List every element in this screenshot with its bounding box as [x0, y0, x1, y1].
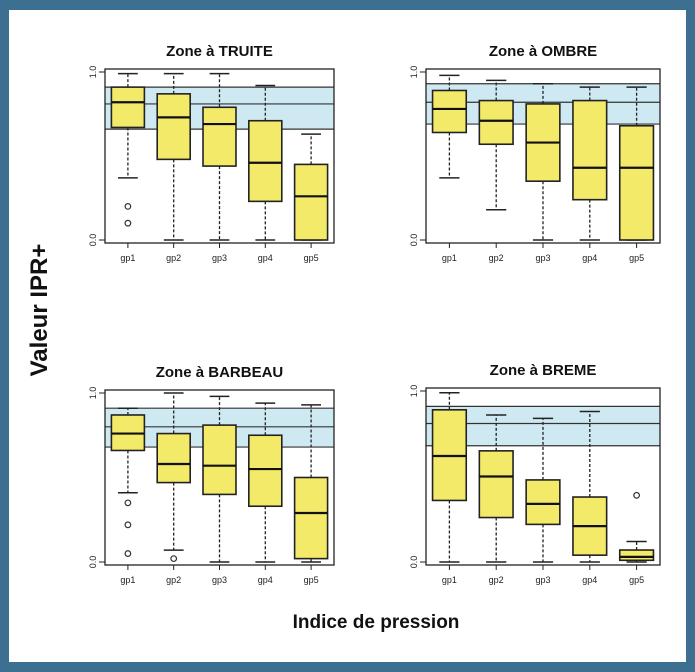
- box-gp4: [572, 86, 608, 241]
- x-tick-label: gp5: [629, 575, 644, 585]
- box-gp2: [478, 79, 514, 211]
- box-gp4: [572, 410, 608, 563]
- panel-title: Zone à BREME: [490, 362, 597, 379]
- outlier-point: [124, 499, 132, 507]
- box-body: [478, 450, 514, 519]
- panel-1: gp1 gp2 gp3 gp4 gp5 0.0 1.0 Zone à TRUITE: [88, 43, 335, 263]
- box-body: [618, 124, 655, 241]
- panel-title: Zone à TRUITE: [166, 43, 273, 60]
- box-body: [248, 434, 283, 508]
- box-body: [110, 86, 146, 129]
- x-tick-label: gp3: [535, 575, 550, 585]
- outlier-point: [633, 491, 640, 499]
- box-gp1: [431, 74, 468, 179]
- box-gp4: [248, 84, 283, 241]
- box-body: [202, 106, 237, 167]
- outlier-point: [124, 550, 132, 557]
- figure-frame: Valeur IPR+ Indice de pression gp1 gp2 gp3…: [9, 10, 686, 662]
- panel-title: Zone à OMBRE: [489, 43, 597, 60]
- x-tick-label: gp3: [212, 253, 227, 263]
- x-tick-label: gp1: [120, 575, 135, 585]
- x-tick-label: gp4: [582, 575, 597, 585]
- outlier-point: [170, 555, 178, 563]
- x-tick-label: gp5: [629, 253, 644, 263]
- panel-3: gp1 gp2 gp3 gp4 gp5 0.0 1.0 Zone à BARBEAU: [88, 364, 335, 585]
- x-tick-label: gp3: [535, 253, 550, 263]
- outlier-point: [124, 219, 132, 227]
- y-tick-label: 0.0: [88, 234, 98, 247]
- box-gp1: [110, 72, 146, 227]
- box-gp1: [110, 407, 146, 557]
- box-gp4: [248, 402, 283, 563]
- x-tick-label: gp1: [120, 253, 135, 263]
- box-gp2: [156, 392, 191, 563]
- box-body: [248, 119, 283, 203]
- box-gp5: [618, 86, 655, 241]
- box-gp3: [525, 417, 561, 563]
- box-body: [156, 432, 191, 484]
- box-body: [293, 163, 329, 241]
- box-body: [525, 479, 561, 526]
- y-tick-label: 1.0: [409, 66, 419, 79]
- panel-2: gp1 gp2 gp3 gp4 gp5 0.0 1.0 Zone à OMBRE: [409, 43, 661, 263]
- box-gp3: [202, 72, 237, 241]
- y-tick-label: 1.0: [88, 387, 98, 400]
- box-gp3: [525, 83, 561, 241]
- box-gp3: [202, 395, 237, 563]
- plot-border: [104, 68, 335, 244]
- box-body: [431, 89, 468, 134]
- box-gp5: [293, 133, 329, 241]
- y-tick-label: 1.0: [409, 385, 419, 398]
- box-gp5: [618, 491, 655, 563]
- box-body: [202, 424, 237, 496]
- y-tick-label: 0.0: [409, 234, 419, 247]
- x-tick-label: gp5: [304, 575, 319, 585]
- panel-title: Zone à BARBEAU: [156, 364, 284, 381]
- x-tick-label: gp3: [212, 575, 227, 585]
- box-body: [478, 99, 514, 146]
- plot-border: [425, 68, 661, 244]
- chart-panels: gp1 gp2 gp3 gp4 gp5 0.0 1.0 Zone à TRUITE gp1 gp2…: [88, 43, 661, 585]
- plot-border: [104, 389, 335, 566]
- y-tick-label: 0.0: [409, 556, 419, 569]
- y-tick-label: 0.0: [88, 556, 98, 569]
- x-tick-label: gp2: [166, 575, 181, 585]
- x-tick-label: gp1: [442, 253, 457, 263]
- x-tick-label: gp4: [258, 253, 273, 263]
- box-gp1: [431, 391, 468, 563]
- plot-border: [425, 387, 661, 566]
- y-tick-label: 1.0: [88, 66, 98, 79]
- x-axis-label: Indice de pression: [293, 612, 460, 633]
- x-tick-label: gp4: [582, 253, 597, 263]
- box-body: [156, 93, 191, 161]
- outlier-point: [124, 202, 132, 210]
- outlier-point: [124, 521, 132, 529]
- box-gp2: [156, 72, 191, 241]
- box-body: [618, 549, 655, 562]
- box-body: [293, 476, 329, 560]
- x-tick-label: gp5: [304, 253, 319, 263]
- x-tick-label: gp2: [166, 253, 181, 263]
- box-gp2: [478, 414, 514, 563]
- x-tick-label: gp1: [442, 575, 457, 585]
- x-tick-label: gp2: [489, 253, 504, 263]
- y-axis-label: Valeur IPR+: [26, 244, 53, 377]
- x-tick-label: gp4: [258, 575, 273, 585]
- x-tick-label: gp2: [489, 575, 504, 585]
- boxplot-figure: Valeur IPR+ Indice de pression gp1 gp2 gp3…: [26, 43, 661, 633]
- panel-4: gp1 gp2 gp3 gp4 gp5 0.0 1.0 Zone à BREME: [409, 362, 661, 585]
- box-body: [572, 99, 608, 201]
- box-gp5: [293, 404, 329, 563]
